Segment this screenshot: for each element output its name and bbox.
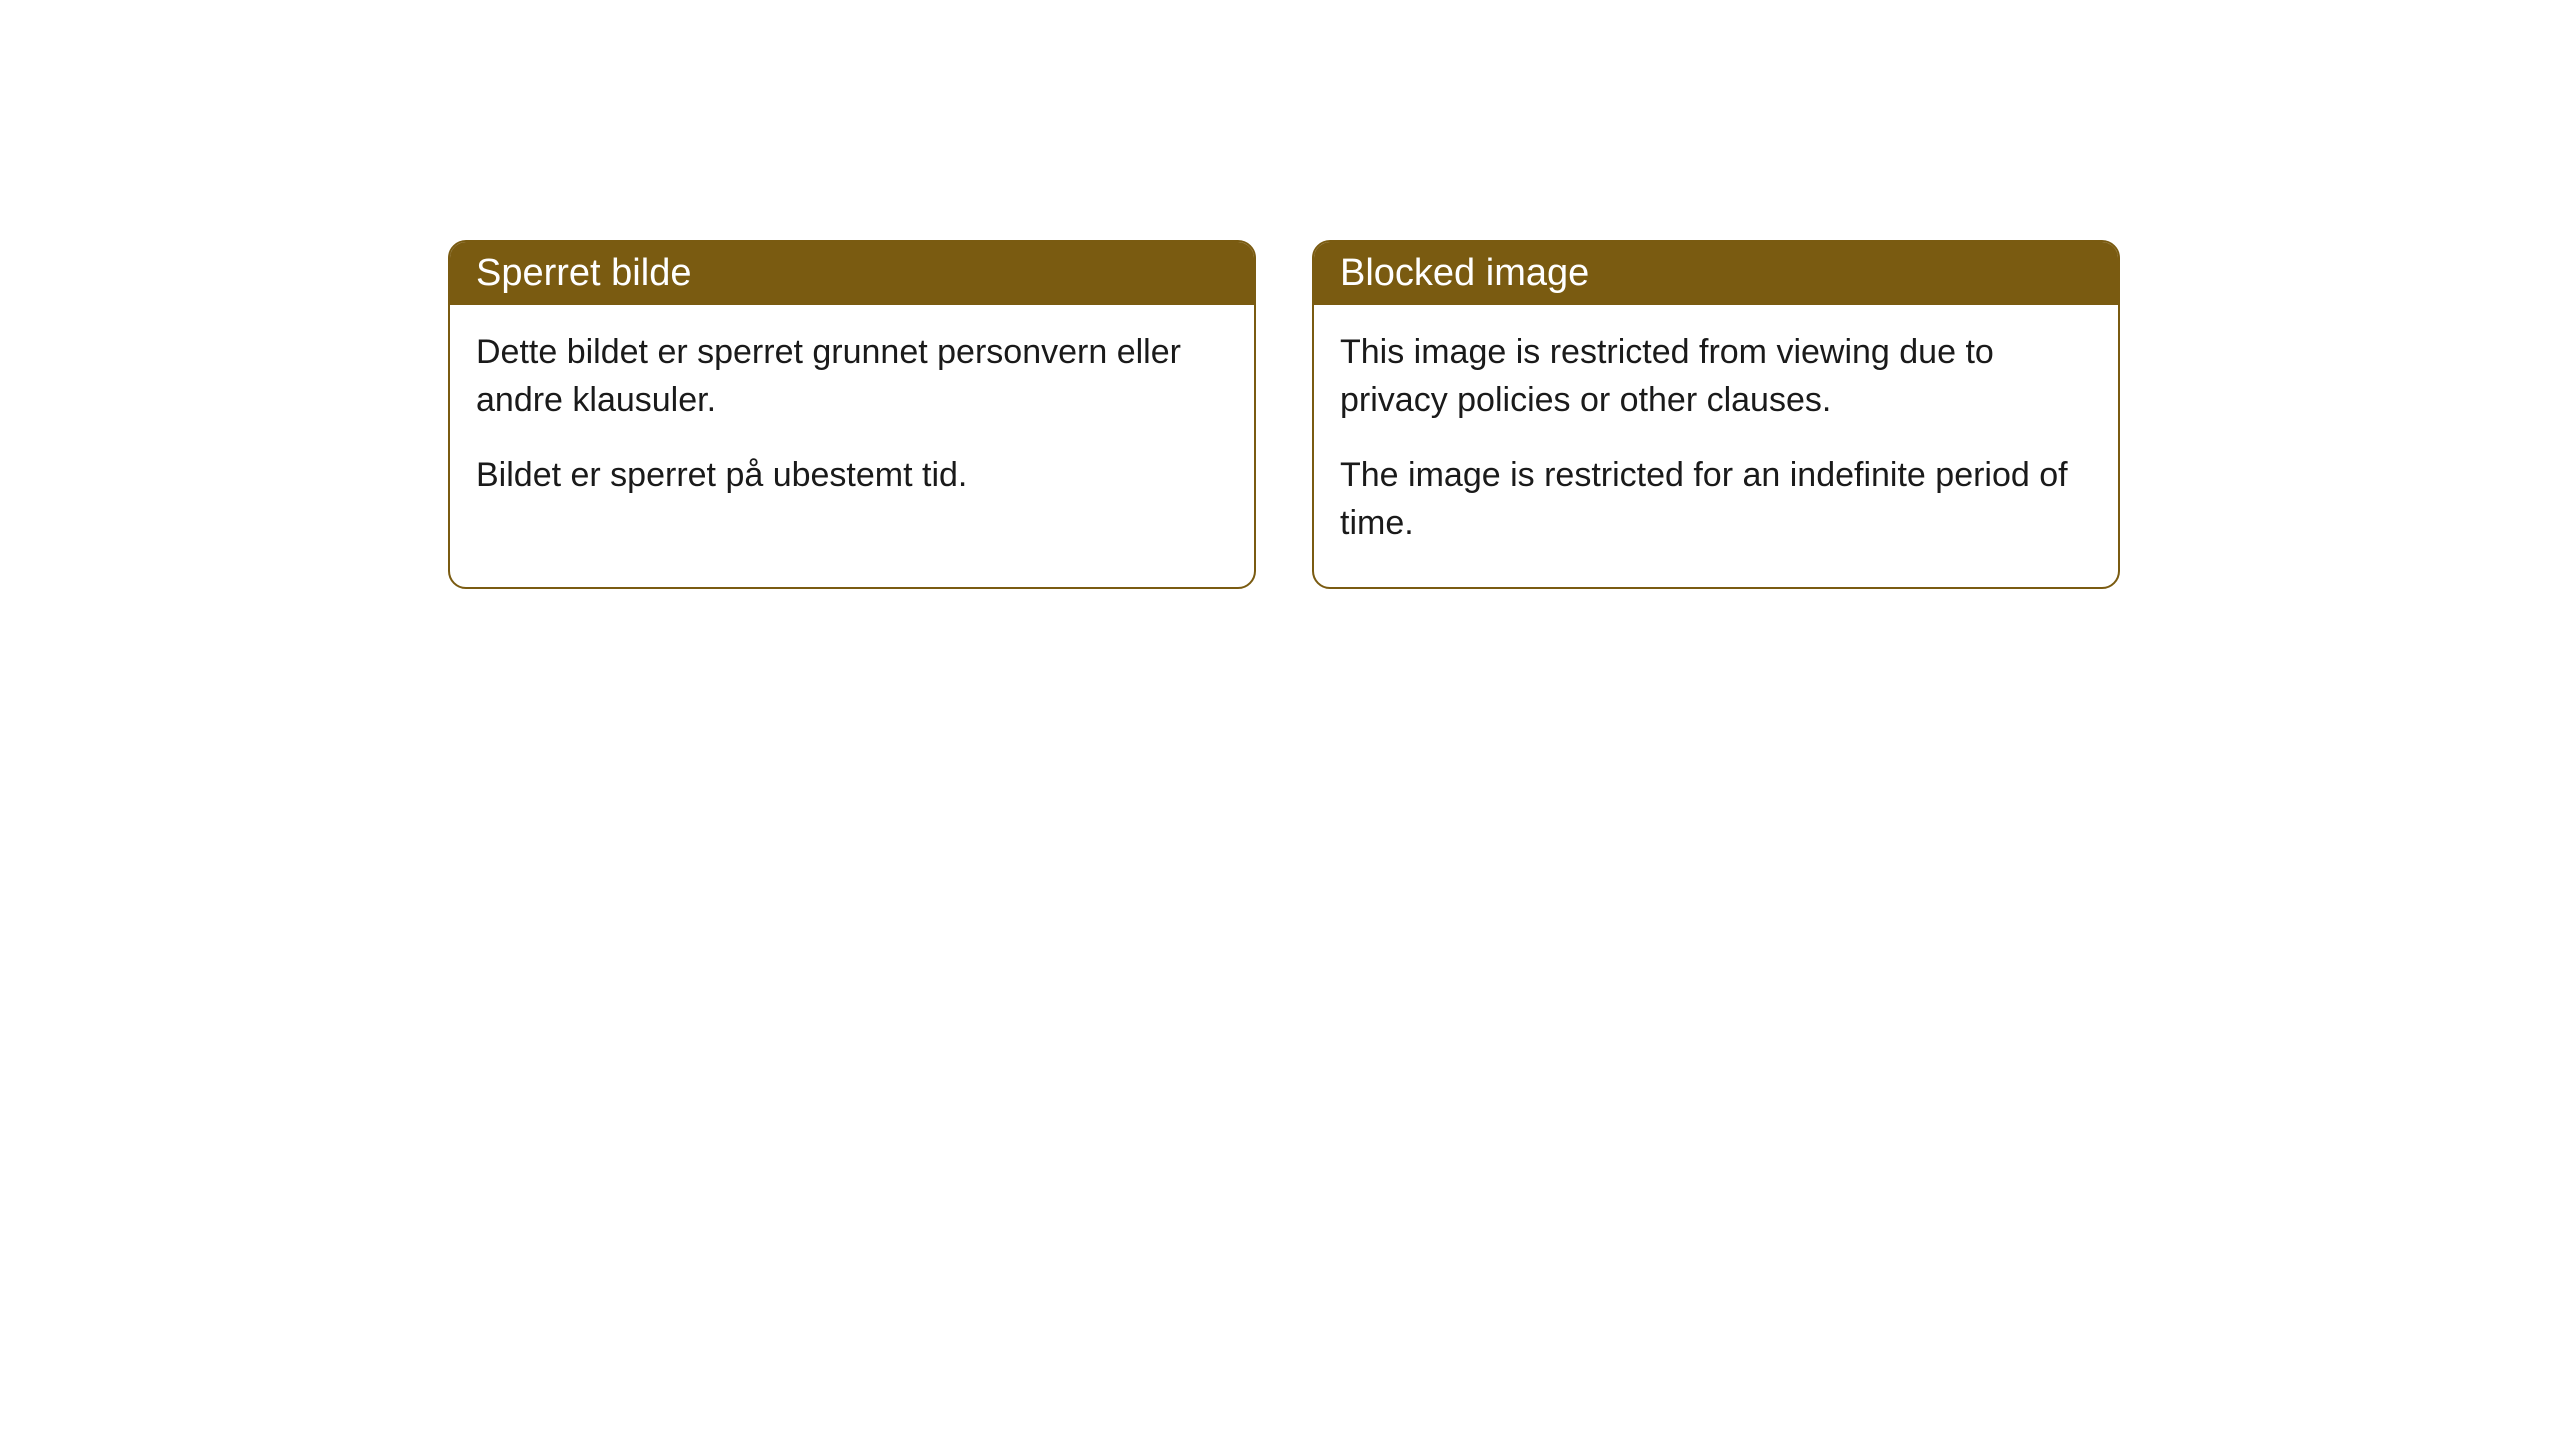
card-header-english: Blocked image xyxy=(1314,242,2118,305)
card-paragraph: Dette bildet er sperret grunnet personve… xyxy=(476,329,1228,424)
card-paragraph: The image is restricted for an indefinit… xyxy=(1340,452,2092,547)
card-norwegian: Sperret bilde Dette bildet er sperret gr… xyxy=(448,240,1256,589)
card-body-english: This image is restricted from viewing du… xyxy=(1314,305,2118,587)
card-paragraph: This image is restricted from viewing du… xyxy=(1340,329,2092,424)
card-paragraph: Bildet er sperret på ubestemt tid. xyxy=(476,452,1228,500)
card-header-norwegian: Sperret bilde xyxy=(450,242,1254,305)
cards-container: Sperret bilde Dette bildet er sperret gr… xyxy=(448,240,2120,589)
card-english: Blocked image This image is restricted f… xyxy=(1312,240,2120,589)
card-body-norwegian: Dette bildet er sperret grunnet personve… xyxy=(450,305,1254,540)
